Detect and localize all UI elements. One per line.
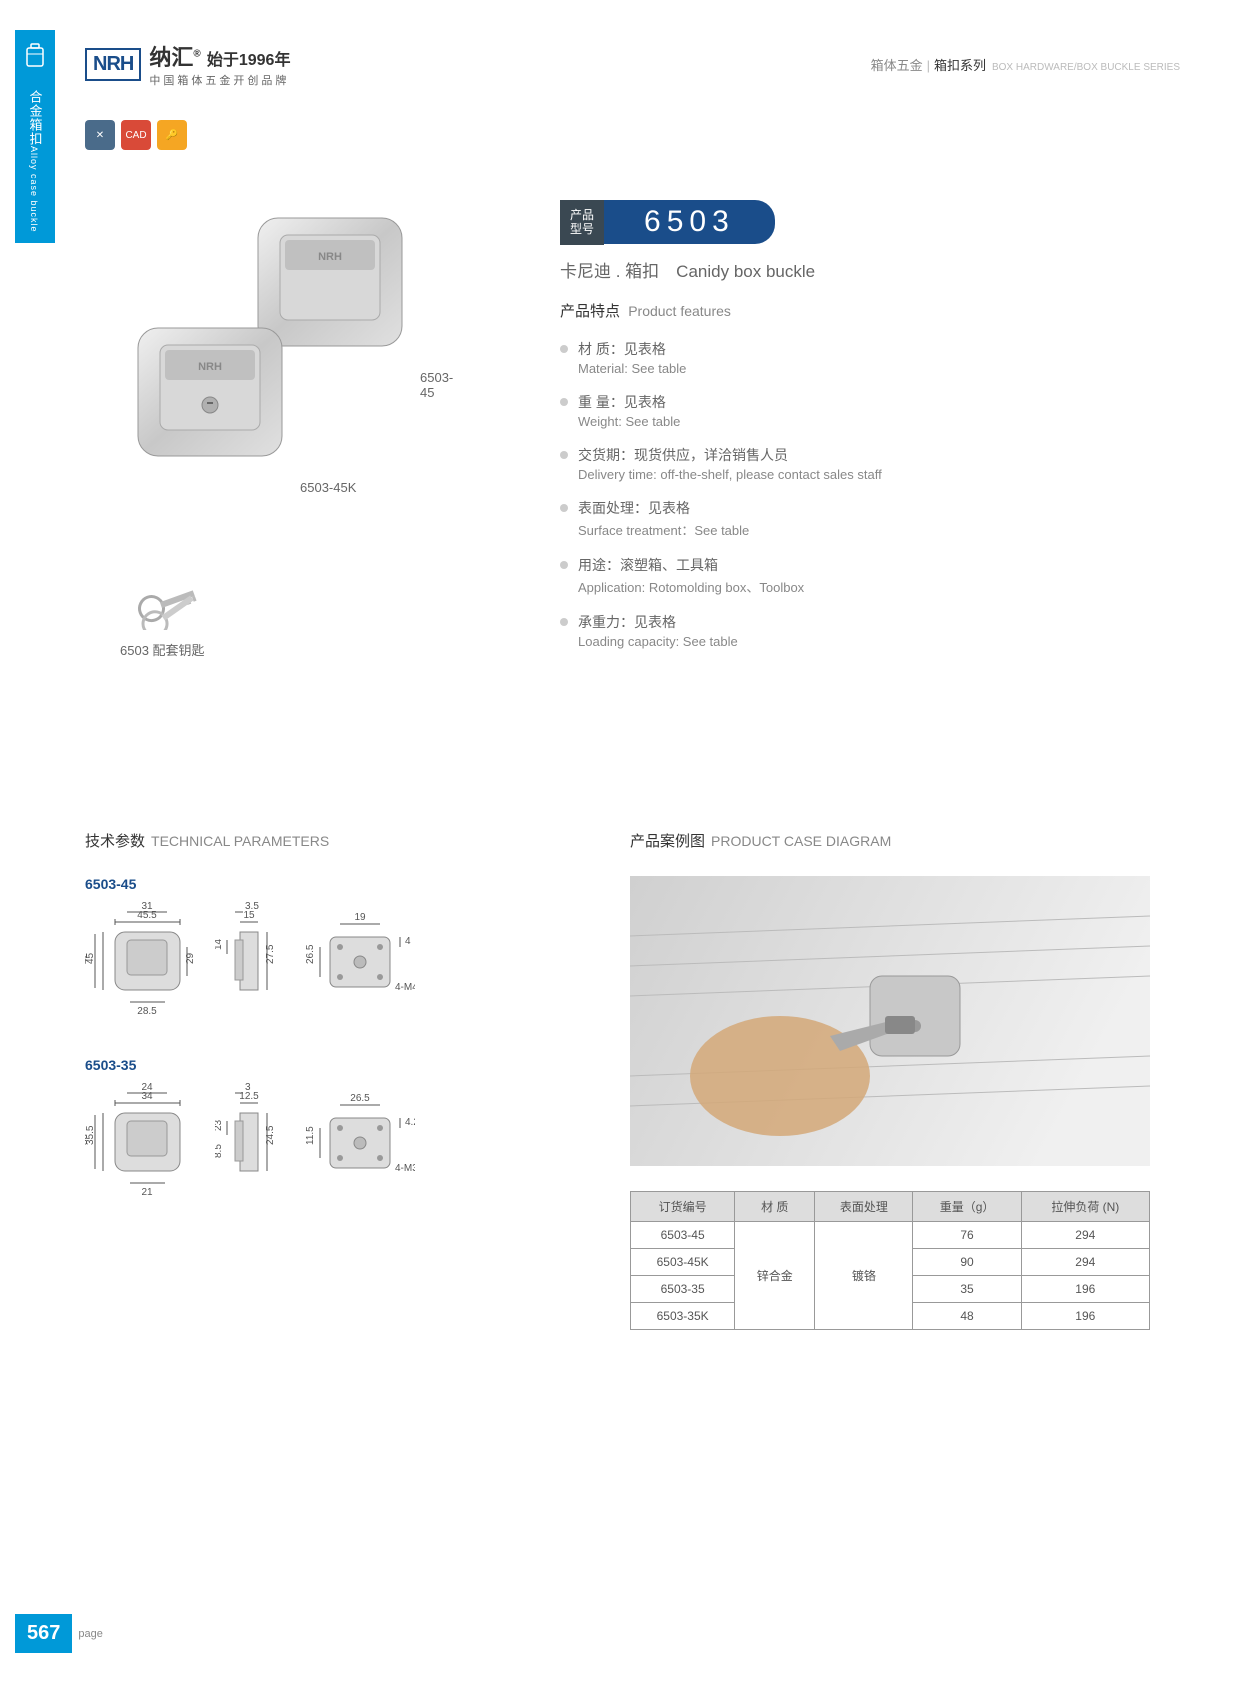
side-tab: 合金箱扣Alloy case buckle [15,30,55,243]
svg-text:26.5: 26.5 [350,1093,370,1104]
svg-text:8.5: 8.5 [215,1144,224,1158]
feature-item: 表面处理：见表格Surface treatment：See table [560,498,1120,539]
tech-group: 6503-35 34 24 35.5 30 21 12.5 3 24.5 23 … [85,1057,585,1213]
svg-text:NRH: NRH [198,361,222,373]
model-tag: 产品型号 [560,200,604,245]
feature-item: 重 量：见表格Weight: See table [560,392,1120,429]
svg-text:23: 23 [215,1119,224,1131]
svg-text:42: 42 [85,952,90,964]
svg-text:11.5: 11.5 [305,1126,316,1145]
label-6503-45: 6503-45 [420,370,460,400]
svg-text:27.5: 27.5 [265,944,276,964]
logo-mark: NRH [85,48,141,81]
svg-text:26.5: 26.5 [305,944,316,964]
svg-text:29: 29 [185,952,195,964]
svg-text:4-M3: 4-M3 [395,1163,415,1174]
tech-section: 技术参数TECHNICAL PARAMETERS 6503-45 45.5 31… [85,830,585,1213]
product-header: 产品型号 6503 卡尼迪 . 箱扣 Canidy box buckle [560,200,815,282]
tech-title: 技术参数TECHNICAL PARAMETERS [85,830,585,851]
svg-text:14: 14 [215,938,224,950]
logo: NRH 纳汇® 始于1996年 中国箱体五金开创品牌 [85,40,290,88]
breadcrumb: 箱体五金|箱扣系列BOX HARDWARE/BOX BUCKLE SERIES [871,55,1180,74]
svg-text:30: 30 [85,1133,90,1145]
badges: ✕ CAD 🔑 [85,120,187,150]
feature-item: 材 质：见表格Material: See table [560,339,1120,376]
svg-text:31: 31 [141,902,153,912]
tools-icon: ✕ [85,120,115,150]
feature-item: 交货期：现货供应，详洽销售人员Delivery time: off-the-sh… [560,445,1120,482]
header: NRH 纳汇® 始于1996年 中国箱体五金开创品牌 箱体五金|箱扣系列BOX … [85,40,1180,88]
svg-text:3.5: 3.5 [245,902,259,912]
svg-text:24: 24 [141,1083,153,1093]
buckle-6503-45k: NRH [130,320,290,465]
label-key: 6503 配套钥匙 [120,640,205,659]
svg-text:4-M4: 4-M4 [395,982,415,993]
svg-text:3: 3 [245,1083,251,1093]
case-section: 产品案例图PRODUCT CASE DIAGRAM 订货编号材 质表面处理重量（… [630,830,1150,1330]
svg-text:NRH: NRH [318,251,342,263]
key-icon: 🔑 [157,120,187,150]
key-image [130,570,220,630]
svg-text:19: 19 [354,912,366,923]
product-images: NRH NRH 6503-45 6503-45K 6503 配套钥匙 [100,200,460,580]
model-number: 6503 [604,200,775,244]
features-title: 产品特点 Product features [560,300,1120,321]
case-icon [15,30,55,80]
svg-text:24.5: 24.5 [265,1125,276,1145]
features: 产品特点 Product features 材 质：见表格Material: S… [560,300,1120,665]
case-image [630,876,1150,1166]
tech-group: 6503-45 45.5 31 45 42 29 28.5 15 3.5 27.… [85,876,585,1032]
feature-item: 用途：滚塑箱、工具箱Application: Rotomolding box、T… [560,555,1120,596]
page-number: 567 page [15,1614,103,1653]
svg-text:28.5: 28.5 [137,1006,157,1017]
product-name: 卡尼迪 . 箱扣 Canidy box buckle [560,257,815,282]
cad-icon: CAD [121,120,151,150]
table-row: 6503-45锌合金镀铬76294 [631,1222,1150,1249]
svg-text:4.2: 4.2 [405,1117,415,1128]
feature-item: 承重力：见表格Loading capacity: See table [560,612,1120,649]
label-6503-45k: 6503-45K [300,480,356,495]
svg-text:4: 4 [405,936,411,947]
svg-text:21: 21 [141,1187,153,1198]
spec-table: 订货编号材 质表面处理重量（g）拉伸负荷 (N) 6503-45锌合金镀铬762… [630,1191,1150,1330]
case-title: 产品案例图PRODUCT CASE DIAGRAM [630,830,1150,851]
side-label: 合金箱扣Alloy case buckle [15,80,55,243]
